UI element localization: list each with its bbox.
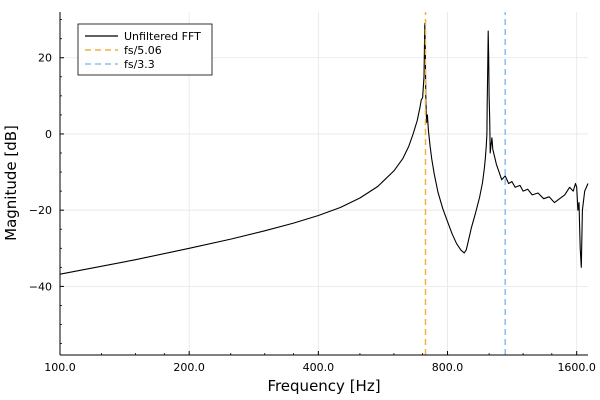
x-tick-label: 100.0 (44, 361, 76, 374)
axes-layer (59, 12, 588, 356)
y-tick-label: 0 (45, 128, 52, 141)
x-tick-label: 800.0 (432, 361, 464, 374)
series-line-0 (59, 22, 589, 275)
y-axis-label: Magnitude [dB] (2, 125, 20, 241)
legend: Unfiltered FFT fs/5.06 fs/3.3 (77, 23, 213, 76)
x-tick-label: 200.0 (173, 361, 205, 374)
ticks-layer: 100.0 200.0 400.0 800.0 1600.0 20 0 −20 −40 (29, 19, 596, 374)
x-axis-label: Frequency [Hz] (267, 377, 380, 395)
y-tick-label: −20 (29, 204, 52, 217)
legend-label-unfiltered-fft: Unfiltered FFT (124, 30, 201, 43)
x-tick-label: 1600.0 (557, 361, 596, 374)
series-layer (59, 12, 589, 355)
y-tick-label: −40 (29, 280, 52, 293)
y-tick-label: 20 (38, 52, 52, 65)
legend-label-fs-3-3: fs/3.3 (124, 58, 155, 71)
x-tick-label: 400.0 (303, 361, 335, 374)
legend-label-fs-5-06: fs/5.06 (124, 44, 162, 57)
